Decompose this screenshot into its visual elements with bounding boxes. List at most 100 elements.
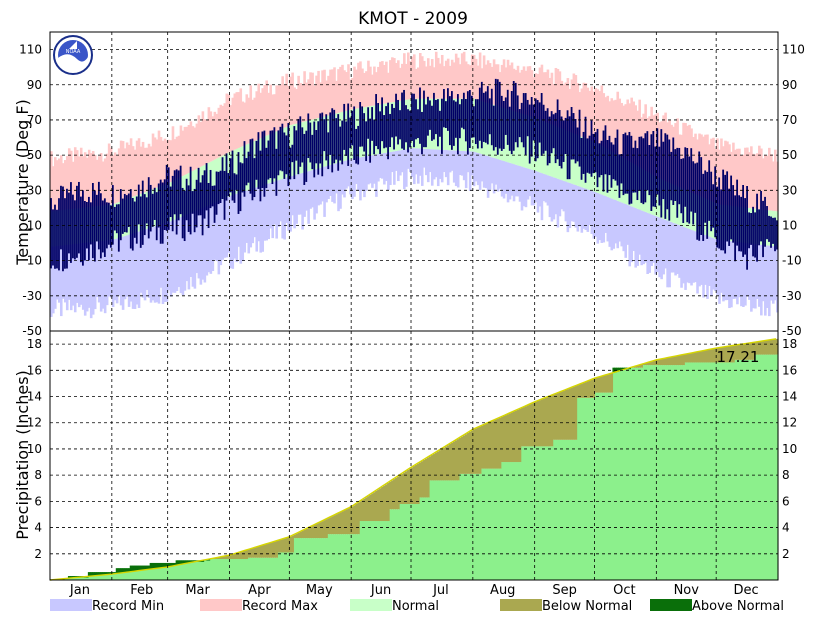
record-max-bar <box>107 143 111 205</box>
below-normal-bar <box>472 429 476 474</box>
record-min-bar <box>299 173 302 215</box>
below-normal-bar <box>460 436 464 474</box>
above-normal-bar <box>207 559 211 561</box>
temperature-panel: 110 110 90 90 70 70 50 50 30 30 10 10 10 -10 -30 -30 -50… <box>19 31 805 338</box>
observed-precip-bar <box>327 534 330 580</box>
below-normal-bar <box>257 546 261 558</box>
record-min-bar <box>586 189 590 232</box>
observed-precip-bar <box>85 576 89 580</box>
observed-precip-bar <box>101 572 105 580</box>
observed-precip-bar <box>582 397 586 580</box>
observed-precip-bar <box>534 446 538 580</box>
temperature-tick-label-left: 70 <box>27 113 42 127</box>
observed-precip-bar <box>672 365 675 580</box>
observed-precip-bar <box>598 392 602 580</box>
observed-precip-bar <box>694 362 697 580</box>
observed-precip-bar <box>702 362 705 580</box>
below-normal-bar <box>754 342 757 355</box>
record-min-bar <box>634 207 637 268</box>
observed-precip-bar <box>552 439 556 580</box>
record-min-bar <box>381 153 384 179</box>
observed-precip-bar <box>125 568 129 580</box>
record-min-bar <box>377 154 380 182</box>
record-max-bar <box>191 126 195 172</box>
record-min-bar <box>405 149 408 187</box>
record-max-bar <box>474 58 478 100</box>
record-max-bar <box>137 138 141 195</box>
record-max-bar <box>724 140 727 206</box>
record-min-bar <box>494 158 498 185</box>
below-normal-bar <box>666 357 669 366</box>
temperature-grid: 110 110 90 90 70 70 50 50 30 30 10 10 10 -10 -30 -30 -50… <box>19 32 805 338</box>
record-min-bar <box>51 246 55 314</box>
record-min-bar <box>247 189 251 254</box>
below-normal-bar <box>732 345 735 363</box>
above-normal-bar <box>165 562 169 568</box>
observed-precip-bar <box>103 572 107 580</box>
observed-precip-bar <box>748 359 751 580</box>
record-max-bar <box>413 54 416 99</box>
record-max-bar <box>71 161 75 209</box>
below-normal-bar <box>590 379 594 398</box>
observed-precip-bar <box>407 503 410 580</box>
legend-label: Record Min <box>92 599 164 614</box>
observed-precip-bar <box>420 497 424 580</box>
observed-precip-bar <box>554 439 558 580</box>
observed-precip-bar <box>329 534 332 580</box>
record-min-bar <box>458 150 462 176</box>
month-tick-label: Apr <box>248 583 271 598</box>
below-normal-bar <box>674 356 677 366</box>
observed-precip-bar <box>287 552 290 580</box>
below-normal-bar <box>379 488 382 522</box>
observed-precip-bar <box>668 365 671 580</box>
record-min-bar <box>572 184 576 222</box>
below-normal-bar <box>395 477 398 510</box>
record-max-bar <box>295 89 298 124</box>
observed-precip-bar <box>189 560 193 580</box>
record-min-bar <box>568 182 572 229</box>
record-max-bar <box>482 55 486 102</box>
below-normal-bar <box>315 524 318 539</box>
record-min-bar <box>692 230 695 283</box>
observed-precip-bar <box>337 534 340 580</box>
above-normal-bar <box>111 572 115 575</box>
record-max-bar <box>407 52 410 100</box>
below-normal-bar <box>321 521 324 539</box>
record-max-bar <box>612 100 616 154</box>
observed-precip-bar <box>145 565 149 580</box>
observed-precip-bar <box>183 560 187 580</box>
record-max-bar <box>564 82 568 131</box>
observed-precip-bar <box>113 572 117 580</box>
normal-band-bar <box>504 108 508 162</box>
observed-precip-bar <box>656 365 659 580</box>
above-normal-bar <box>155 562 159 569</box>
observed-precip-bar <box>187 560 191 580</box>
record-min-bar <box>189 212 193 278</box>
record-min-bar <box>426 148 430 183</box>
below-normal-bar <box>570 387 574 440</box>
below-normal-bar <box>762 341 765 355</box>
record-max-bar <box>375 72 378 106</box>
record-min-bar <box>514 164 518 197</box>
record-min-bar <box>472 151 476 187</box>
record-min-bar <box>502 160 506 199</box>
record-max-bar <box>79 147 83 208</box>
observed-precip-bar <box>325 538 328 580</box>
observed-precip-bar <box>195 560 199 580</box>
record-max-bar <box>175 136 179 180</box>
record-max-bar <box>229 105 233 152</box>
observed-precip-bar <box>588 397 592 580</box>
record-min-bar <box>632 207 635 252</box>
record-max-bar <box>335 80 338 114</box>
below-normal-bar <box>576 385 580 398</box>
record-max-bar <box>452 62 456 99</box>
record-max-bar <box>351 78 354 110</box>
normal-band-bar <box>684 190 687 228</box>
observed-precip-bar <box>81 576 85 580</box>
observed-precip-bar <box>506 462 510 580</box>
observed-precipitation-series <box>57 354 779 580</box>
below-normal-bar <box>243 550 247 560</box>
record-max-bar <box>712 137 715 203</box>
record-min-bar <box>73 243 77 313</box>
record-min-bar <box>291 175 294 216</box>
